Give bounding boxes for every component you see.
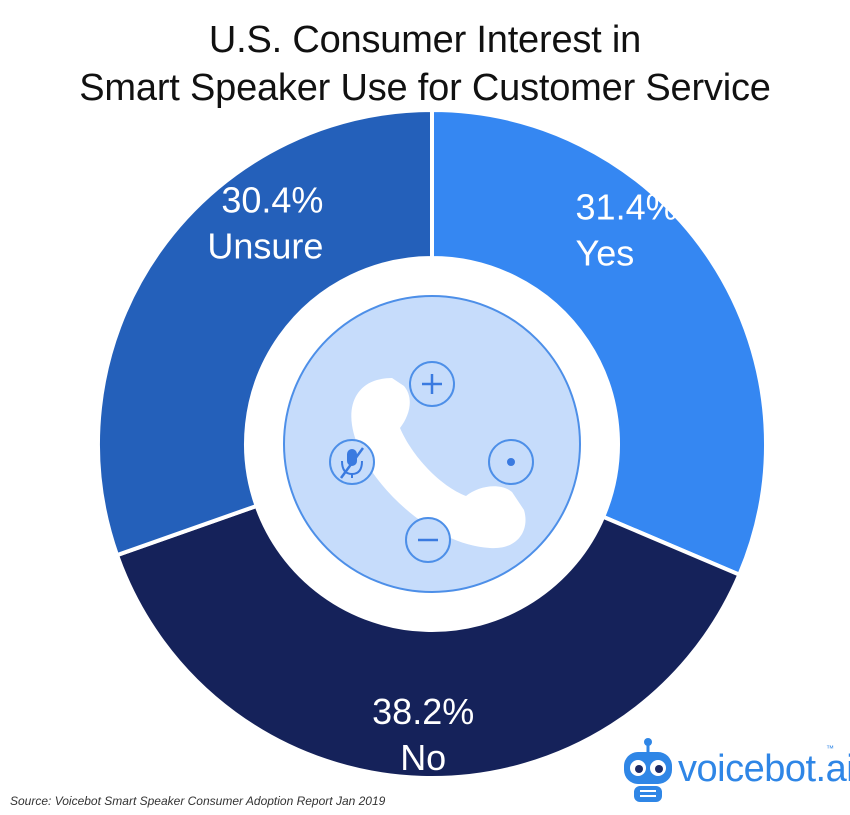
donut-slices bbox=[96, 107, 768, 780]
slice-labels: 31.4% Yes 38.2% No 30.4% Unsure bbox=[207, 179, 677, 778]
brand-logo: voicebot.ai ™ bbox=[618, 738, 850, 808]
slice-name-label-unsure: Unsure bbox=[207, 225, 323, 266]
phone-handset-icon bbox=[351, 378, 526, 549]
chart-title-line-2: Smart Speaker Use for Customer Service bbox=[79, 67, 771, 109]
slice-name-label-no: No bbox=[400, 737, 446, 778]
brand-trademark: ™ bbox=[826, 744, 834, 753]
slice-value-label-no: 38.2% bbox=[372, 691, 474, 732]
slice-name-label-yes: Yes bbox=[576, 233, 635, 274]
minus-button-icon bbox=[405, 517, 451, 563]
action-dot-button-icon bbox=[488, 439, 534, 485]
chart-title: U.S. Consumer Interest in Smart Speaker … bbox=[0, 16, 850, 112]
chart-title-line-1: U.S. Consumer Interest in bbox=[208, 19, 642, 61]
plus-button-icon bbox=[409, 361, 455, 407]
brand-name: voicebot.ai bbox=[678, 748, 850, 790]
center-speaker-graphic bbox=[246, 258, 618, 630]
robot-mascot-icon bbox=[624, 738, 672, 802]
mute-microphone-icon bbox=[329, 439, 375, 485]
source-note: Source: Voicebot Smart Speaker Consumer … bbox=[10, 794, 386, 808]
slice-value-label-unsure: 30.4% bbox=[221, 179, 323, 220]
slice-value-label-yes: 31.4% bbox=[576, 187, 678, 228]
